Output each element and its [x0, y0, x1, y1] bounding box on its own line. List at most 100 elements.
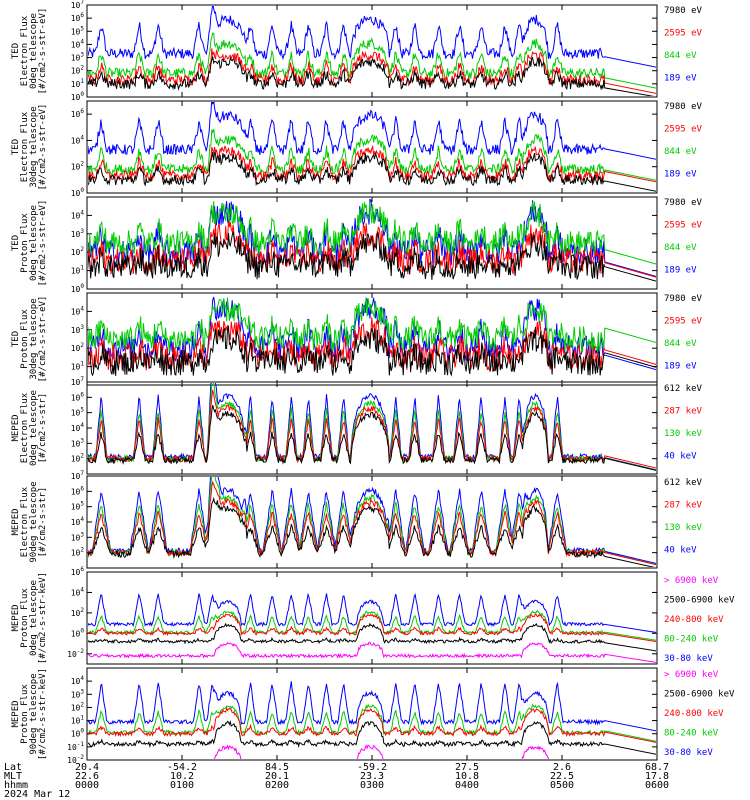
y-tick-label: 100 [71, 187, 85, 198]
panel-frame [86, 667, 658, 761]
y-axis-label: TEDElectron Flux0deg telescope[#/cm2-s-s… [11, 8, 48, 95]
y-tick-label: 10-2 [67, 754, 84, 765]
y-axis-label: TEDElectron Flux30deg telescope[#/cm2-s-… [11, 104, 48, 191]
x-tick-label-mlt: 10.8 [455, 771, 479, 782]
y-tick-label: 105 [71, 501, 85, 512]
panel-8: 10-2 10-1 100 101 102 103 104 MEPEDProton Flux9… [11, 667, 735, 765]
x-tick-label-hhmm: 0000 [75, 780, 99, 791]
series-line [88, 231, 656, 282]
legend-entry: > 6900 keV [664, 670, 719, 680]
y-tick-label: 105 [71, 407, 85, 418]
series-line [88, 151, 656, 192]
y-tick-label: 101 [71, 715, 85, 726]
x-tick-label-hhmm: 0400 [455, 780, 479, 791]
y-tick-label: 106 [71, 485, 85, 496]
legend-entry: 240-800 keV [664, 615, 724, 625]
legend-entry: 30-80 keV [664, 654, 713, 664]
y-tick-label: 10-1 [67, 741, 84, 752]
y-tick-label: 102 [71, 453, 85, 464]
y-tick-label: 102 [71, 65, 85, 76]
y-axis-label: MEPEDProton Flux90deg telescope[#/cm2-s-… [11, 668, 48, 760]
x-row-label-hhmm: hhmm [4, 780, 28, 791]
y-tick-label: 102 [71, 607, 85, 618]
y-axis-label: MEPEDElectron Flux90deg telescope[#/cm2-… [11, 481, 48, 562]
y-axis-label: TEDProton Flux0deg telescope[#/cm2-s-str… [11, 200, 48, 287]
legend-entry: 844 eV [664, 51, 697, 61]
y-tick-label: 104 [71, 422, 85, 433]
panel-2: 100 102 104 106 TEDElectron Flux30deg telesc… [11, 100, 703, 198]
y-tick-label: 102 [71, 161, 85, 172]
series-line [88, 613, 656, 643]
panel-7: 10-2 100 102 104 106 MEPEDProton Flux0deg tel… [11, 566, 735, 665]
panel-6: 102 103 104 105 106 107 MEPEDElectron Flux90de… [11, 470, 703, 569]
x-tick-label-hhmm: 0100 [170, 780, 194, 791]
legend-entry: 844 eV [664, 339, 697, 349]
y-tick-label: 104 [71, 209, 85, 220]
y-tick-label: 100 [71, 91, 85, 102]
y-tick-label: 104 [71, 305, 85, 316]
y-tick-label: 106 [71, 12, 85, 23]
x-tick-label-lat: 20.4 [75, 762, 99, 773]
y-tick-label: 101 [71, 78, 85, 89]
panel-3: 100 101 102 103 104 TEDProton Flux0deg telesc… [11, 196, 703, 294]
series-line [88, 201, 656, 265]
x-tick-label-hhmm: 0200 [265, 780, 289, 791]
series-line [88, 641, 656, 663]
y-tick-label: 103 [71, 228, 85, 239]
x-tick-label-hhmm: 0300 [360, 780, 384, 791]
series-line [88, 622, 656, 652]
series-line [88, 128, 656, 181]
legend-entry: 240-800 keV [664, 709, 724, 719]
x-tick-label-lat: 68.7 [645, 762, 669, 773]
legend-entry: 40 keV [664, 452, 697, 462]
legend-entry: > 6900 keV [664, 576, 719, 586]
x-tick-label-mlt: 10.2 [170, 771, 194, 782]
legend-entry: 2595 eV [664, 29, 703, 39]
y-tick-label: 106 [71, 566, 85, 577]
legend-entry: 30-80 keV [664, 748, 713, 758]
legend-entry: 612 keV [664, 478, 703, 488]
legend-entry: 7980 eV [664, 6, 703, 16]
legend-entry: 7980 eV [664, 198, 703, 208]
legend-entry: 287 keV [664, 407, 703, 417]
y-tick-label: 104 [71, 516, 85, 527]
series-line [88, 6, 656, 68]
x-tick-label-lat: 84.5 [265, 762, 289, 773]
legend-entry: 287 keV [664, 501, 703, 511]
series-line [88, 221, 656, 278]
x-tick-label-mlt: 20.1 [265, 771, 289, 782]
y-tick-label: 103 [71, 531, 85, 542]
legend-entry: 2595 eV [664, 317, 703, 327]
series-line [88, 324, 656, 377]
y-tick-label: 106 [71, 108, 85, 119]
legend-entry: 2500-6900 keV [664, 596, 735, 606]
legend-entry: 130 keV [664, 429, 703, 439]
x-tick-label-hhmm: 0600 [645, 780, 669, 791]
series-line [88, 102, 656, 160]
series-line [88, 719, 656, 755]
legend-entry: 130 keV [664, 523, 703, 533]
legend-entry: 189 eV [664, 362, 697, 372]
legend-entry: 189 eV [664, 170, 697, 180]
panels-layer: 100 101 102 103 104 105 106 107 TEDElectron Flux… [11, 0, 735, 765]
y-tick-label: 103 [71, 52, 85, 63]
x-row-label-mlt: MLT [4, 771, 22, 782]
y-tick-label: 103 [71, 324, 85, 335]
legend-entry: 80-240 keV [664, 635, 719, 645]
x-tick-label-mlt: 17.8 [645, 771, 669, 782]
y-tick-label: 107 [71, 376, 85, 387]
y-tick-label: 103 [71, 437, 85, 448]
panel-1: 100 101 102 103 104 105 106 107 TEDElectron Flux… [11, 0, 703, 102]
legend-entry: 189 eV [664, 74, 697, 84]
y-tick-label: 10-2 [67, 648, 84, 659]
x-tick-label-hhmm: 0500 [550, 780, 574, 791]
x-tick-label-lat: 27.5 [455, 762, 479, 773]
y-tick-label: 104 [71, 675, 85, 686]
y-tick-label: 100 [71, 627, 85, 638]
series-line [88, 592, 656, 633]
y-tick-label: 102 [71, 701, 85, 712]
y-tick-label: 103 [71, 688, 85, 699]
x-tick-label-mlt: 22.6 [75, 771, 99, 782]
y-tick-label: 100 [71, 283, 85, 294]
